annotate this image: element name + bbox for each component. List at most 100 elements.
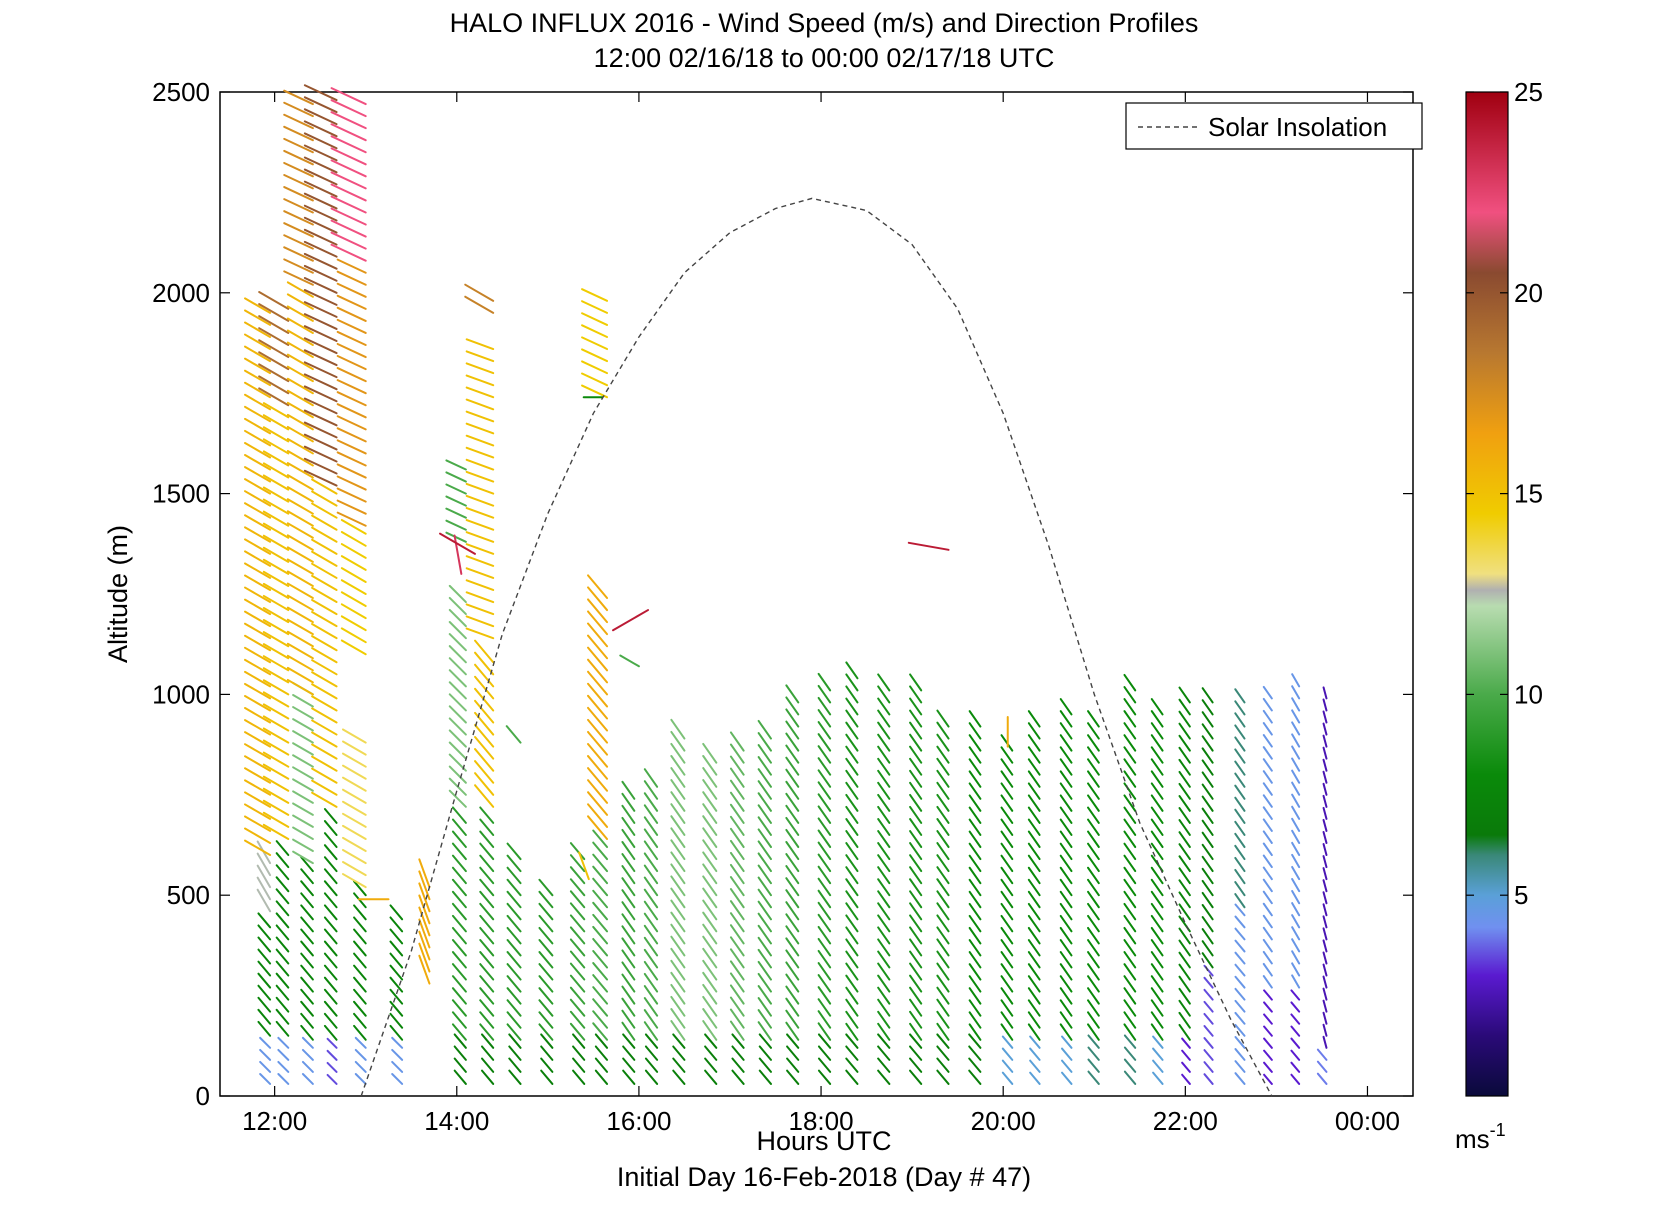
- wind-barb: [643, 768, 659, 788]
- wind-barb: [479, 914, 495, 933]
- wind-barb: [418, 930, 431, 961]
- wind-barb: [757, 997, 772, 1017]
- wind-barb: [1291, 853, 1301, 869]
- wind-barb: [581, 288, 609, 302]
- wind-barb: [877, 757, 891, 776]
- wind-barb: [731, 1057, 745, 1073]
- wind-barb: [474, 784, 495, 808]
- wind-barb: [587, 815, 609, 840]
- wind-barb: [731, 1033, 745, 1049]
- wind-barb: [758, 1033, 772, 1049]
- wind-barb: [786, 1033, 800, 1049]
- wind-barb: [244, 670, 272, 688]
- wind-barb: [1262, 866, 1273, 881]
- wind-barb: [311, 755, 338, 772]
- wind-barb: [785, 708, 800, 728]
- wind-barb: [1181, 1073, 1191, 1085]
- wind-barb: [465, 591, 495, 604]
- wind-barb: [758, 1057, 772, 1073]
- wind-barb: [909, 1033, 923, 1049]
- wind-barb: [845, 950, 859, 969]
- wind-barb: [757, 900, 772, 921]
- wind-barb: [1087, 710, 1100, 728]
- wind-barb: [262, 799, 290, 816]
- y-axis: 0 500 1000 1500 2000 2500: [152, 77, 1413, 1111]
- wind-barb: [1234, 963, 1246, 977]
- x-axis-sublabel: Initial Day 16-Feb-2018 (Day # 47): [617, 1162, 1031, 1192]
- wind-barb: [1000, 1011, 1014, 1029]
- wind-barb: [729, 948, 745, 969]
- wind-barb: [448, 584, 467, 604]
- wind-barb: [592, 998, 609, 1017]
- wind-barb: [757, 1009, 772, 1029]
- wind-barb: [569, 926, 586, 945]
- wind-barb: [262, 619, 290, 636]
- wind-barb: [262, 727, 290, 744]
- wind-barb: [702, 815, 718, 836]
- wind-barb: [303, 108, 338, 126]
- wind-barb: [1000, 963, 1014, 981]
- wind-barb: [1059, 975, 1073, 993]
- wind-barb: [1201, 879, 1214, 897]
- wind-barb: [845, 818, 859, 836]
- wind-barb: [277, 1072, 290, 1085]
- wind-barb: [909, 926, 923, 945]
- wind-barb: [479, 1011, 495, 1029]
- colorbar-unit-label: ms-1: [1455, 1120, 1506, 1154]
- wind-barb: [451, 987, 467, 1005]
- wind-barb: [1316, 1060, 1328, 1073]
- wind-barb: [508, 1033, 522, 1049]
- wind-barb: [587, 694, 609, 720]
- wind-barb: [292, 730, 314, 744]
- wind-barb: [757, 780, 772, 800]
- wind-barb: [877, 998, 891, 1017]
- x-tick-label: 14:00: [424, 1106, 489, 1136]
- wind-barb: [1059, 794, 1073, 812]
- wind-barb: [330, 171, 367, 190]
- wind-barb: [480, 1033, 495, 1049]
- wind-barb: [1178, 698, 1191, 716]
- wind-barb: [301, 1060, 314, 1073]
- wind-barb: [286, 678, 314, 696]
- wind-barb: [292, 718, 314, 732]
- wind-barb: [1234, 784, 1246, 800]
- wind-barb: [538, 963, 554, 981]
- wind-barb: [256, 876, 272, 901]
- wind-barb: [303, 144, 338, 162]
- wind-barb: [283, 161, 314, 178]
- wind-barb: [303, 373, 338, 391]
- wind-barb: [244, 538, 272, 555]
- wind-barb: [244, 466, 272, 483]
- wind-barb: [479, 975, 495, 993]
- wind-barb: [465, 338, 495, 351]
- wind-barb: [643, 852, 659, 873]
- wind-barb: [643, 840, 659, 861]
- wind-barb: [538, 902, 554, 921]
- wind-barb: [1234, 975, 1246, 989]
- wind-barb: [311, 538, 338, 555]
- wind-barb: [341, 788, 367, 804]
- wind-barb: [336, 499, 367, 515]
- wind-barb: [729, 815, 745, 836]
- wind-barb: [300, 976, 314, 993]
- wind-barb: [244, 405, 272, 423]
- wind-barb: [1262, 975, 1273, 989]
- y-tick-label: 1000: [152, 679, 210, 709]
- wind-barb: [1181, 1061, 1191, 1073]
- wind-barb: [311, 779, 338, 796]
- wind-barb: [506, 951, 522, 969]
- wind-barb: [506, 902, 522, 921]
- wind-barb: [670, 959, 686, 981]
- wind-barb: [1201, 687, 1214, 704]
- wind-barb: [702, 923, 718, 945]
- wind-barb: [1203, 1025, 1214, 1037]
- wind-barb: [817, 745, 832, 764]
- wind-barb: [757, 744, 772, 764]
- wind-barb: [465, 422, 495, 435]
- wind-barb: [785, 732, 800, 752]
- wind-barb: [341, 764, 367, 780]
- wind-barb: [283, 222, 314, 238]
- wind-barb: [936, 745, 950, 764]
- wind-barb: [341, 740, 367, 756]
- wind-barb: [936, 962, 950, 981]
